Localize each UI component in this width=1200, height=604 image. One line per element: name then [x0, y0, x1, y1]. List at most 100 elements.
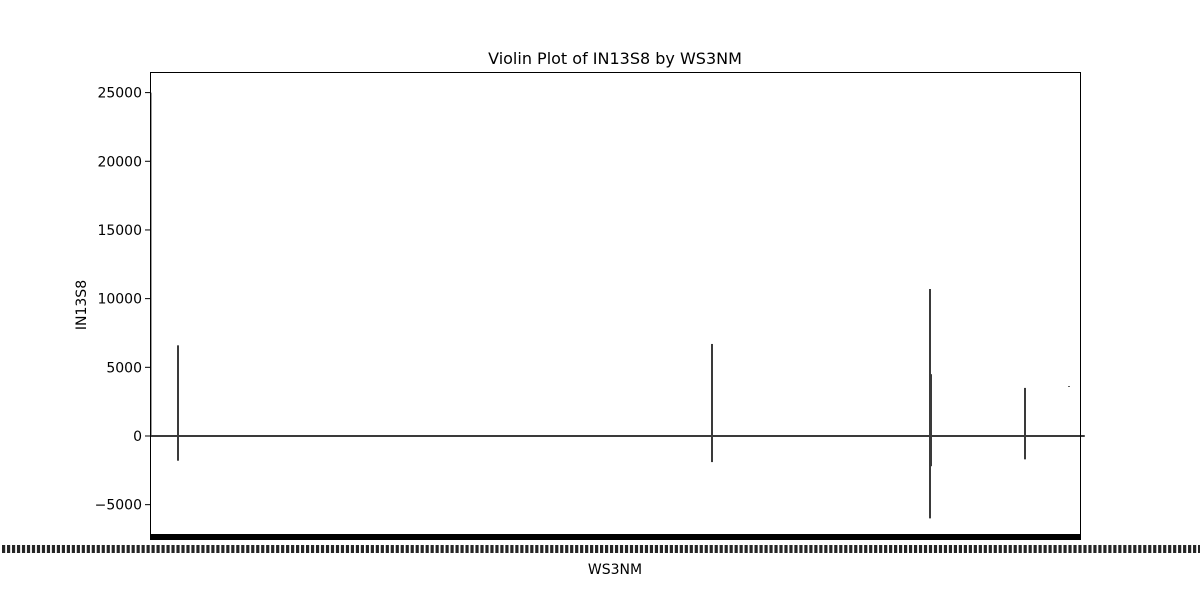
x-tick-label-overlap [505, 545, 509, 553]
x-tick-label-overlap [86, 545, 90, 553]
x-tick-label-overlap [26, 545, 31, 553]
x-tick-label-overlap [590, 545, 594, 553]
x-tick-label-overlap [475, 545, 479, 553]
x-tick-label-overlap [963, 545, 967, 553]
x-tick-label-overlap [445, 545, 449, 553]
x-tick-label-overlap [310, 545, 315, 553]
x-tick-label-overlap [370, 545, 374, 553]
x-tick-label-overlap [320, 545, 325, 553]
x-tick-label-overlap [933, 545, 938, 553]
x-tick-label-overlap [1068, 545, 1072, 553]
x-tick-label-overlap [819, 545, 823, 553]
x-tick-label-overlap [1113, 545, 1117, 553]
x-tick-label-overlap [191, 545, 195, 553]
x-tick-label-overlap [679, 545, 683, 553]
x-tick-label-overlap [664, 545, 668, 553]
x-tick-label-overlap [749, 545, 753, 553]
x-tick-label-overlap [884, 545, 888, 553]
x-tick-label-overlap [465, 545, 469, 553]
x-tick-label-overlap [76, 545, 80, 553]
x-tick-label-overlap [380, 545, 384, 553]
x-tick-label-overlap [360, 545, 364, 553]
x-tick-label-overlap [81, 545, 85, 553]
x-tick-label-overlap [1128, 545, 1132, 553]
x-tick-label-overlap [1158, 545, 1162, 553]
x-tick-label-overlap [1048, 545, 1052, 553]
x-tick-label-overlap [689, 545, 693, 553]
x-tick-label-overlap [859, 545, 863, 553]
x-tick-label-overlap [410, 545, 414, 553]
x-tick-label-overlap [1103, 545, 1107, 553]
x-tick-label-overlap [251, 545, 255, 553]
x-tick-label-overlap [1198, 545, 1200, 553]
x-tick-label-overlap [555, 545, 559, 553]
x-tick-label-overlap [296, 545, 300, 553]
x-tick-label-overlap [1168, 545, 1172, 553]
x-tick-label-overlap [231, 545, 235, 553]
x-tick-label-overlap [889, 545, 893, 553]
x-tick-label-overlap [111, 545, 115, 553]
x-tick-label-overlap [460, 545, 464, 553]
x-tick-label-overlap [1088, 545, 1092, 553]
x-tick-label-overlap [1148, 545, 1152, 553]
x-tick-label-overlap [121, 545, 125, 553]
x-tick-label-overlap [570, 545, 574, 553]
x-tick-label-overlap [11, 545, 16, 553]
x-tick-label-overlap [510, 545, 514, 553]
x-tick-label-overlap [609, 545, 614, 553]
x-tick-label-overlap [91, 545, 95, 553]
y-axis-ticks: −5000 0 5000 10000 15000 20000 25000 [95, 86, 150, 514]
x-tick-label-overlap [1013, 545, 1017, 553]
chart-title: Violin Plot of IN13S8 by WS3NM [488, 49, 742, 68]
x-tick-label-overlap [1078, 545, 1082, 553]
x-tick-label-overlap [291, 545, 295, 553]
x-tick-label-overlap [580, 545, 584, 553]
x-tick-label-overlap [1138, 545, 1142, 553]
x-tick-label-overlap [1058, 545, 1062, 553]
x-tick-label-overlap [425, 545, 429, 553]
x-tick-label-overlap [470, 545, 474, 553]
x-tick-label-overlap [789, 545, 793, 553]
x-tick-label-overlap [614, 545, 619, 553]
x-tick-label-overlap [729, 545, 733, 553]
x-tick-label-overlap [1153, 545, 1157, 553]
x-tick-label-overlap [894, 545, 898, 553]
x-tick-label-overlap [958, 545, 962, 553]
x-tick-band [150, 534, 1080, 540]
x-tick-label-overlap [535, 545, 539, 553]
x-axis-ticks [2, 534, 1200, 553]
x-tick-label-overlap [779, 545, 783, 553]
x-tick-label-overlap [515, 545, 519, 553]
x-tick-label-overlap [286, 545, 290, 553]
x-tick-label-overlap [1093, 545, 1097, 553]
x-tick-label-overlap [420, 545, 424, 553]
x-tick-label-overlap [709, 545, 713, 553]
x-tick-label-overlap [71, 545, 75, 553]
x-tick-label-overlap [1083, 545, 1087, 553]
x-tick-label-overlap [948, 545, 953, 553]
x-tick-label-overlap [1143, 545, 1147, 553]
x-tick-label-overlap [973, 545, 977, 553]
x-tick-label-overlap [16, 545, 21, 553]
y-tick-label: 0 [133, 429, 142, 445]
x-tick-label-overlap [261, 545, 265, 553]
x-tick-label-overlap [769, 545, 773, 553]
x-tick-label-overlap [1173, 545, 1177, 553]
x-tick-label-overlap [600, 545, 604, 553]
x-tick-label-overlap [734, 545, 738, 553]
x-tick-label-overlap [684, 545, 688, 553]
x-tick-label-overlap [66, 545, 70, 553]
x-tick-label-overlap [654, 545, 659, 553]
x-tick-label-overlap [545, 545, 549, 553]
x-tick-label-overlap [1053, 545, 1057, 553]
y-tick-label: 25000 [97, 86, 142, 102]
x-tick-label-overlap [390, 545, 394, 553]
x-tick-label-overlap [928, 545, 933, 553]
x-tick-label-overlap [166, 545, 170, 553]
x-tick-label-overlap [266, 545, 270, 553]
x-tick-label-overlap [490, 545, 494, 553]
x-tick-label-overlap [206, 545, 210, 553]
x-tick-label-overlap [824, 545, 828, 553]
x-tick-label-overlap [236, 545, 240, 553]
x-tick-label-overlap [161, 545, 165, 553]
